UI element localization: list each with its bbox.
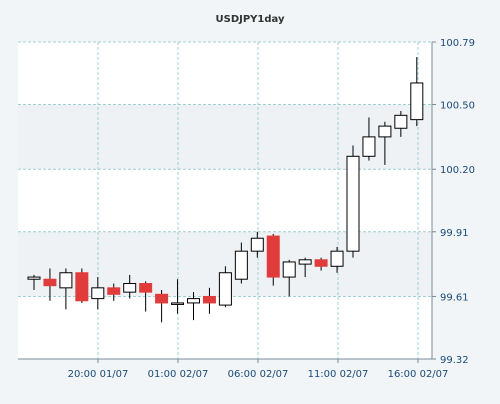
plot-area <box>18 42 432 359</box>
candle <box>27 274 41 290</box>
y-tick-label: 100.79 <box>440 38 475 49</box>
candle-body-up <box>282 261 296 278</box>
candle <box>314 257 328 271</box>
x-tick-label: 16:00 02/07 <box>388 369 449 380</box>
candle <box>250 231 264 258</box>
candle <box>75 268 89 303</box>
y-tick-label: 100.50 <box>440 101 475 112</box>
candle-body-up <box>362 136 376 157</box>
candle-body-up <box>171 302 185 305</box>
candle <box>187 292 200 321</box>
x-tick-labels: 20:00 01/07 01:00 02/07 06:00 02/07 11:00 0… <box>68 369 449 380</box>
candle-body-up <box>330 250 344 267</box>
x-tick-label: 11:00 02/07 <box>308 369 369 380</box>
y-tick-label: 99.91 <box>440 228 469 239</box>
candle <box>378 121 392 165</box>
y-tick-label: 100.20 <box>440 165 475 176</box>
plot-background <box>18 42 432 359</box>
candle <box>202 287 216 314</box>
chart-title: USDJPY1day <box>216 14 285 25</box>
candle-body-up <box>123 283 137 293</box>
candle-body-up <box>346 155 360 252</box>
candle <box>139 281 153 312</box>
candle-body-up <box>394 114 408 129</box>
candle-body-down <box>202 295 216 304</box>
candle-body-up <box>234 250 248 280</box>
candle <box>218 266 232 308</box>
candle <box>346 145 360 258</box>
candle <box>123 274 137 299</box>
candle-body-up <box>218 272 232 306</box>
y-tick-label: 99.32 <box>440 355 469 366</box>
candle-body-up <box>27 276 41 280</box>
candle-body-up <box>378 125 392 138</box>
candle <box>394 111 408 137</box>
candle-body-up <box>250 237 264 252</box>
candle-body-up <box>187 298 200 304</box>
candle <box>155 289 169 323</box>
x-tick-label: 06:00 02/07 <box>228 369 289 380</box>
candle-body-down <box>75 272 89 302</box>
candle-body-down <box>107 287 121 295</box>
candle-body-down <box>314 259 328 267</box>
candle <box>266 233 280 286</box>
plot-frame <box>18 41 436 363</box>
candle <box>298 257 312 278</box>
y-tick-label: 99.61 <box>440 292 469 303</box>
candle <box>362 117 376 161</box>
candle <box>171 279 185 314</box>
candle-body-up <box>298 259 312 265</box>
candle <box>43 268 57 301</box>
candle <box>234 242 248 284</box>
candle-body-down <box>155 293 169 304</box>
x-tick-label: 20:00 01/07 <box>68 369 129 380</box>
candle <box>330 246 344 273</box>
x-tick-label: 01:00 02/07 <box>148 369 209 380</box>
candle <box>282 259 296 297</box>
y-tick-labels: 100.79 100.50 100.20 99.91 99.61 99.32 <box>440 38 475 366</box>
candle-body-up <box>91 287 105 300</box>
candle-body-down <box>139 283 153 293</box>
candle-body-up <box>59 272 73 289</box>
candle-body-down <box>266 235 280 278</box>
candle <box>107 283 121 301</box>
candle-body-down <box>43 278 57 287</box>
candle <box>410 57 424 127</box>
candle <box>91 277 105 310</box>
candle <box>59 268 73 310</box>
candles <box>27 57 424 323</box>
candle-body-up <box>410 82 424 121</box>
